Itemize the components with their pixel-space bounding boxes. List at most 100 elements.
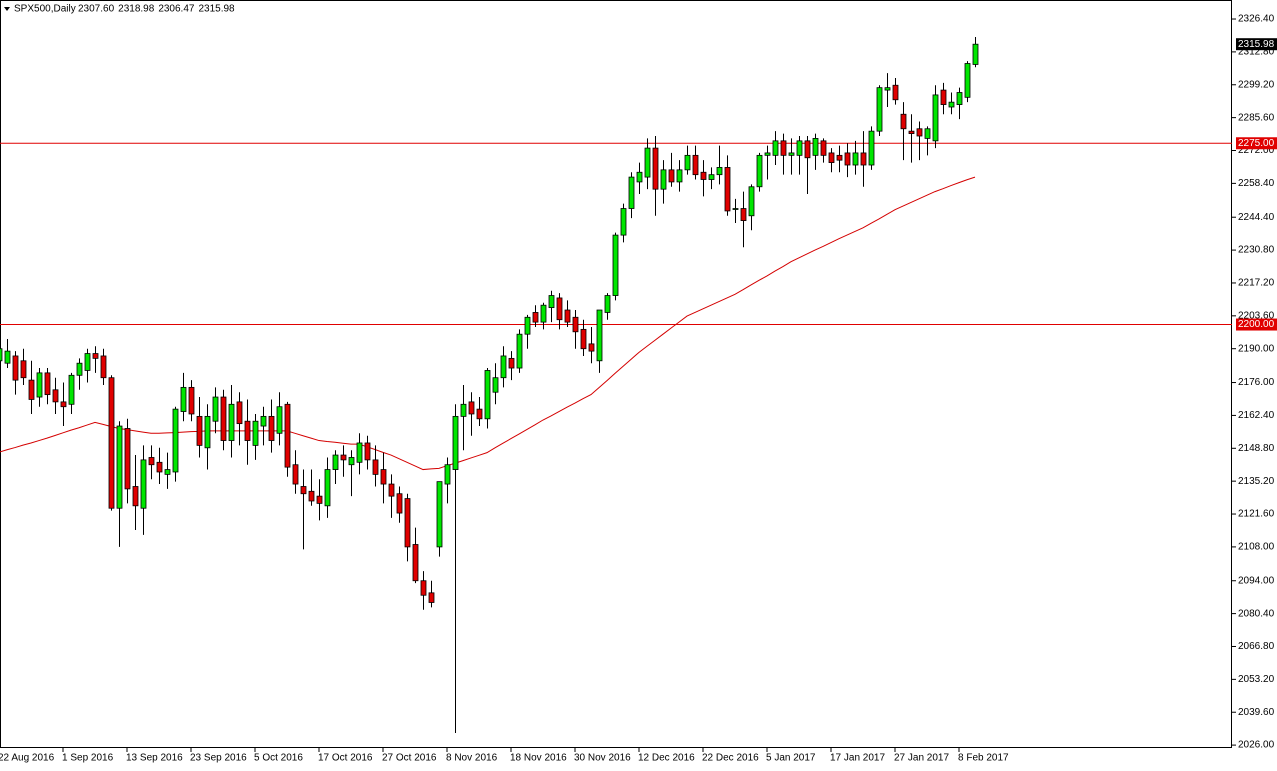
x-tick-label: 12 Dec 2016 — [638, 753, 695, 764]
candle-body — [732, 208, 739, 210]
candle-body — [972, 43, 979, 65]
x-tick-label: 30 Nov 2016 — [574, 753, 631, 764]
candle-body — [532, 312, 539, 323]
menu-arrow[interactable] — [4, 7, 10, 11]
last-price-label: 2315.98 — [1238, 39, 1275, 50]
y-tick-label: 2326.40 — [1238, 14, 1275, 25]
candle-body — [252, 420, 259, 446]
candle-body — [724, 167, 731, 212]
candle-body — [628, 176, 635, 209]
candle-body — [348, 457, 355, 466]
y-tick-label: 2039.60 — [1238, 707, 1275, 718]
candle-body — [876, 87, 883, 132]
candle-body — [444, 464, 451, 485]
candle-body — [420, 580, 427, 596]
y-tick-label: 2272.00 — [1238, 145, 1275, 156]
candle-body — [292, 464, 299, 485]
candle-body — [564, 309, 571, 323]
price-axis: 2326.40 2312.80 2299.20 2285.60 2272.00 2258.… — [0, 14, 1277, 764]
candle-body — [892, 84, 899, 101]
last-price-tag — [1236, 38, 1277, 51]
candle-body — [836, 154, 843, 161]
candle-body — [468, 401, 475, 415]
level-tag — [1236, 318, 1277, 331]
candle-body — [372, 459, 379, 475]
y-tick-label: 2312.80 — [1238, 47, 1275, 58]
candle-body — [52, 389, 59, 403]
candle-body — [164, 469, 171, 475]
candle-body — [676, 169, 683, 183]
candle-body — [76, 362, 83, 376]
candle-body — [964, 63, 971, 98]
candle-body — [220, 396, 227, 441]
candle-body — [132, 486, 139, 507]
chart-title: SPX500,Daily — [14, 4, 76, 15]
header-value: 2318.98 — [118, 4, 155, 15]
y-tick-label: 2203.60 — [1238, 310, 1275, 321]
y-tick-label: 2135.20 — [1238, 476, 1275, 487]
candle-body — [308, 490, 315, 502]
y-tick-label: 2121.60 — [1238, 509, 1275, 520]
candle-body — [460, 403, 467, 417]
candle-body — [404, 498, 411, 548]
candle-body — [868, 130, 875, 166]
candle-body — [20, 360, 27, 379]
candle-body — [916, 128, 923, 137]
candle-body — [692, 154, 699, 176]
candle-body — [668, 169, 675, 183]
candle-body — [452, 415, 459, 470]
candle-body — [244, 420, 251, 441]
candle-body — [636, 171, 643, 183]
y-tick-label: 2026.00 — [1238, 740, 1275, 751]
y-tick-label: 2053.20 — [1238, 674, 1275, 685]
x-tick-label: 22 Dec 2016 — [702, 753, 759, 764]
candle-body — [508, 357, 515, 369]
candle-body — [788, 152, 795, 156]
x-tick-label: 8 Nov 2016 — [446, 753, 498, 764]
candle-body — [396, 493, 403, 514]
y-tick-label: 2148.80 — [1238, 443, 1275, 454]
candle-body — [860, 152, 867, 166]
candle-body — [604, 295, 611, 313]
x-tick-label: 17 Jan 2017 — [830, 753, 885, 764]
candle-body — [364, 442, 371, 461]
candle-body — [956, 92, 963, 105]
candle-body — [172, 408, 179, 473]
candle-body — [140, 459, 147, 509]
candle-body — [828, 152, 835, 163]
candle-body — [228, 403, 235, 441]
candle-body — [740, 208, 747, 222]
candle-body — [932, 94, 939, 142]
x-tick-label: 18 Nov 2016 — [510, 753, 567, 764]
candle-body — [900, 113, 907, 130]
candle-body — [4, 350, 11, 364]
candle-body — [356, 442, 363, 463]
x-tick-label: 17 Oct 2016 — [318, 753, 373, 764]
candle-body — [524, 316, 531, 335]
candle-body — [596, 309, 603, 362]
candle-body — [700, 171, 707, 180]
candle-body — [772, 140, 779, 156]
candle-body — [708, 174, 715, 180]
candle-body — [548, 295, 555, 309]
candle-body — [124, 428, 131, 490]
y-tick-label: 2217.20 — [1238, 278, 1275, 289]
candle-body — [484, 370, 491, 420]
x-tick-label: 23 Sep 2016 — [190, 753, 247, 764]
candle-body — [284, 403, 291, 468]
candle-body — [748, 186, 755, 217]
candle-body — [148, 457, 155, 466]
candle-body — [260, 415, 267, 427]
candle-body — [812, 138, 819, 156]
candle-body — [300, 486, 307, 495]
y-tick-label: 2190.00 — [1238, 343, 1275, 354]
level-tag — [1236, 137, 1277, 150]
candle-body — [924, 128, 931, 139]
y-tick-label: 2066.80 — [1238, 641, 1275, 652]
candle-body — [84, 353, 91, 371]
candle-body — [764, 152, 771, 156]
x-tick-label: 13 Sep 2016 — [126, 753, 183, 764]
